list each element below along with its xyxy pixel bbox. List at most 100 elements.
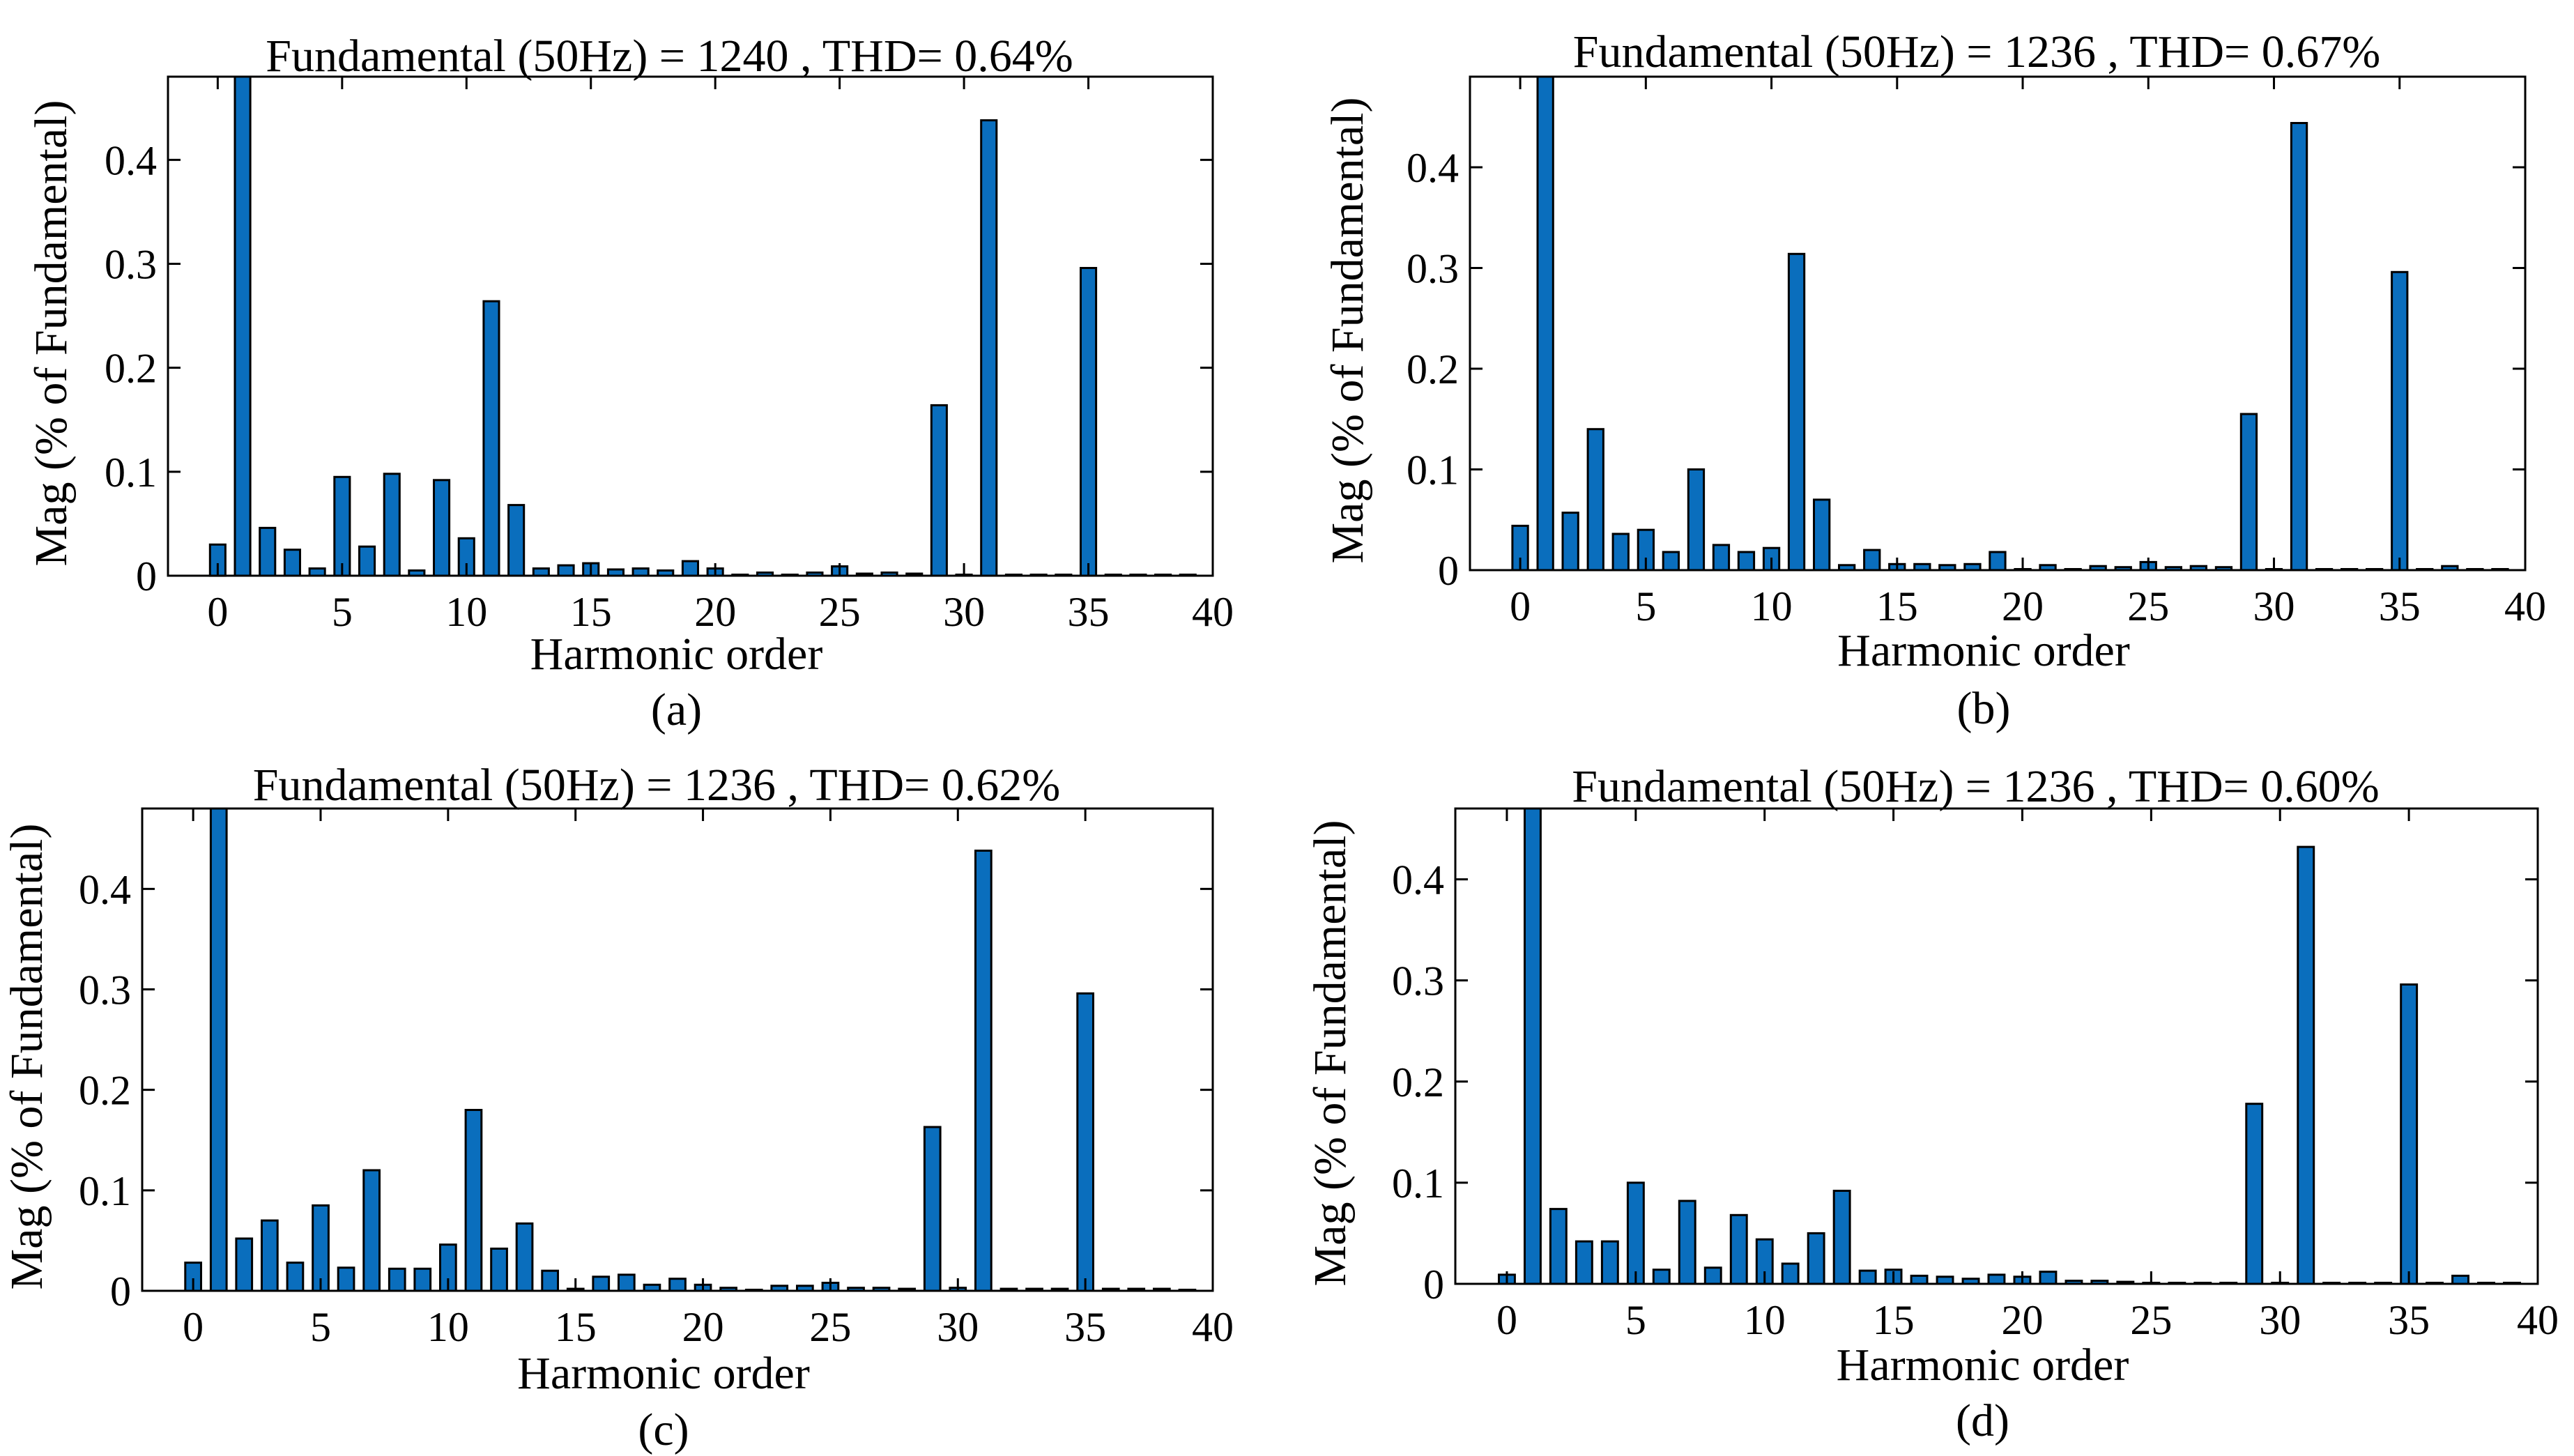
bar-harmonic-14 bbox=[541, 1269, 559, 1292]
x-tick-label: 15 bbox=[1873, 1297, 1915, 1343]
bar-harmonic-35 bbox=[2391, 270, 2409, 572]
y-tick-label: 0.4 bbox=[1407, 145, 1459, 191]
chart-panel-d: 0 5 10 15 20 25 30 35 40 0 0.1 0.2 0.3 0.4 Fundamental… bbox=[1305, 761, 2559, 1446]
x-tick-label: 20 bbox=[2002, 583, 2044, 629]
bar-harmonic-35 bbox=[1080, 267, 1098, 577]
y-tick-label: 0 bbox=[1423, 1262, 1444, 1308]
bar-harmonic-4 bbox=[286, 1262, 305, 1292]
chart-panel-b: 0 5 10 15 20 25 30 35 40 0 0.1 0.2 0.3 0.4 Fundamental… bbox=[1322, 26, 2546, 734]
x-tick-label: 40 bbox=[1192, 1304, 1234, 1350]
x-axis-label: Harmonic order bbox=[517, 1348, 810, 1399]
y-tick-label: 0 bbox=[136, 553, 157, 599]
bar-harmonic-5 bbox=[1626, 1181, 1645, 1285]
plot-frame bbox=[1454, 807, 2539, 1285]
chart-panel-a: 0 5 10 15 20 25 30 35 40 0 0.1 0.2 0.3 0.4 Fundamental… bbox=[26, 31, 1234, 735]
chart-panel-c: 0 5 10 15 20 25 30 35 40 0 0.1 0.2 0.3 0.4 Fundamental… bbox=[1, 760, 1234, 1455]
bar-harmonic-29 bbox=[2245, 1103, 2264, 1285]
bar-harmonic-29 bbox=[923, 1126, 942, 1292]
bar-harmonic-8 bbox=[1712, 544, 1731, 572]
bar-harmonic-7 bbox=[362, 1169, 381, 1292]
y-axis-label: Mag (% of Fundamental) bbox=[1, 824, 52, 1290]
x-axis-label: Harmonic order bbox=[530, 629, 823, 680]
x-tick-label: 5 bbox=[1635, 583, 1656, 629]
bar-harmonic-12 bbox=[507, 504, 526, 577]
bar-harmonic-8 bbox=[1703, 1266, 1722, 1285]
bar-harmonic-16 bbox=[592, 1275, 611, 1292]
x-tick-label: 10 bbox=[445, 589, 487, 635]
x-tick-label: 35 bbox=[1068, 589, 1110, 635]
x-tick-label: 25 bbox=[819, 589, 861, 635]
bar-harmonic-4 bbox=[1600, 1240, 1619, 1285]
bar-harmonic-9 bbox=[1729, 1213, 1748, 1285]
bar-harmonic-14 bbox=[1858, 1269, 1877, 1285]
bar-harmonic-6 bbox=[1662, 551, 1680, 572]
bar-harmonic-37 bbox=[2451, 1274, 2470, 1285]
bar-harmonic-3 bbox=[1586, 428, 1604, 572]
x-tick-label: 15 bbox=[555, 1304, 597, 1350]
bar-harmonic-9 bbox=[413, 1267, 432, 1292]
bar-harmonic-14 bbox=[1863, 549, 1881, 572]
bar-harmonic-3 bbox=[1575, 1240, 1593, 1285]
bar-harmonic-9 bbox=[1737, 551, 1756, 572]
bar-harmonic-21 bbox=[2039, 1271, 2058, 1285]
panel-caption: (d) bbox=[1956, 1395, 2009, 1446]
x-tick-label: 30 bbox=[943, 589, 985, 635]
x-tick-label: 35 bbox=[2379, 583, 2421, 629]
chart-title: Fundamental (50Hz) = 1236 , THD= 0.62% bbox=[253, 760, 1060, 811]
bar-harmonic-13 bbox=[515, 1222, 534, 1292]
y-tick-label: 0.2 bbox=[105, 346, 157, 392]
bar-harmonic-2 bbox=[1549, 1208, 1568, 1285]
bar-harmonic-19 bbox=[681, 560, 700, 577]
bar-harmonic-7 bbox=[383, 473, 401, 577]
x-tick-label: 0 bbox=[183, 1304, 204, 1350]
bar-harmonic-12 bbox=[1807, 1232, 1825, 1285]
bar-harmonic-4 bbox=[308, 567, 326, 577]
bar-harmonic-31 bbox=[2297, 845, 2315, 1285]
x-tick-label: 25 bbox=[2130, 1297, 2172, 1343]
x-tick-label: 40 bbox=[1192, 589, 1234, 635]
bar-harmonic-6 bbox=[358, 545, 376, 577]
y-tick-label: 0.4 bbox=[105, 137, 157, 183]
bar-harmonic-31 bbox=[2290, 122, 2308, 572]
bar-harmonic-16 bbox=[1910, 1274, 1929, 1285]
bar-harmonic-7 bbox=[1678, 1200, 1696, 1285]
bar-harmonic-9 bbox=[433, 479, 451, 577]
y-axis-label: Mag (% of Fundamental) bbox=[1322, 98, 1373, 564]
x-tick-label: 20 bbox=[694, 589, 736, 635]
x-axis-label: Harmonic order bbox=[1837, 1340, 2129, 1390]
bar-harmonic-1 bbox=[1524, 807, 1542, 1285]
bar-harmonic-6 bbox=[1652, 1269, 1671, 1285]
x-tick-label: 25 bbox=[2127, 583, 2169, 629]
y-tick-label: 0.3 bbox=[79, 967, 131, 1013]
x-tick-label: 40 bbox=[2517, 1297, 2559, 1343]
chart-title: Fundamental (50Hz) = 1236 , THD= 0.60% bbox=[1572, 761, 2379, 812]
x-tick-label: 0 bbox=[1510, 583, 1531, 629]
bar-harmonic-4 bbox=[1611, 532, 1630, 572]
x-tick-label: 35 bbox=[1064, 1304, 1106, 1350]
chart-title: Fundamental (50Hz) = 1240 , THD= 0.64% bbox=[266, 31, 1073, 82]
x-tick-label: 40 bbox=[2504, 583, 2546, 629]
y-tick-label: 0.2 bbox=[79, 1068, 131, 1114]
x-tick-label: 10 bbox=[1744, 1297, 1786, 1343]
plot-frame bbox=[167, 75, 1214, 577]
chart-title: Fundamental (50Hz) = 1236 , THD= 0.67% bbox=[1573, 26, 2380, 77]
bar-harmonic-11 bbox=[1781, 1262, 1800, 1285]
panel-caption: (b) bbox=[1957, 683, 2011, 734]
bar-harmonic-7 bbox=[1687, 468, 1706, 572]
y-tick-label: 0 bbox=[110, 1269, 131, 1315]
plot-frame bbox=[1469, 75, 2527, 572]
bar-harmonic-17 bbox=[631, 567, 650, 577]
x-tick-label: 25 bbox=[809, 1304, 851, 1350]
bar-harmonic-6 bbox=[337, 1266, 355, 1292]
bar-harmonic-12 bbox=[1813, 498, 1831, 572]
x-tick-label: 30 bbox=[2253, 583, 2295, 629]
y-tick-label: 0.1 bbox=[1392, 1160, 1444, 1206]
bar-harmonic-19 bbox=[1987, 1273, 2006, 1285]
bar-harmonic-13 bbox=[1832, 1190, 1851, 1285]
y-tick-label: 0.4 bbox=[1392, 857, 1444, 903]
bar-harmonic-14 bbox=[557, 564, 575, 577]
x-tick-label: 15 bbox=[570, 589, 612, 635]
bar-harmonic-3 bbox=[283, 549, 301, 577]
bar-harmonic-19 bbox=[668, 1278, 687, 1292]
bar-harmonic-31 bbox=[980, 119, 998, 577]
